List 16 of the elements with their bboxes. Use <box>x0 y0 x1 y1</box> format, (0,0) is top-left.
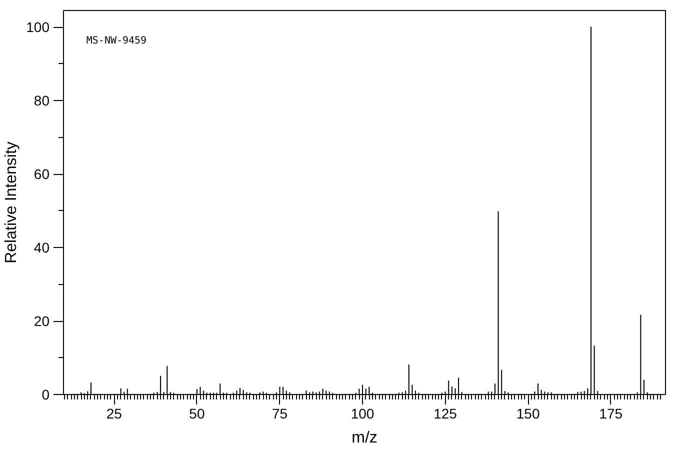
y-tick-label: 0 <box>42 386 50 402</box>
y-tick-label: 80 <box>34 92 50 109</box>
x-tick-label: 150 <box>516 406 540 422</box>
annotation: MS-NW-9459 <box>86 36 147 47</box>
y-tick-label: 100 <box>26 19 50 36</box>
x-tick-label: 125 <box>434 406 458 422</box>
y-axis-title: Relative Intensity <box>3 142 20 264</box>
y-tick-label: 60 <box>34 166 50 182</box>
x-tick-label: 50 <box>189 406 205 422</box>
x-tick-label: 75 <box>272 406 288 422</box>
y-tick-label: 40 <box>34 240 50 256</box>
x-tick-label: 100 <box>350 406 374 422</box>
x-tick-label: 25 <box>106 406 122 422</box>
x-tick-label: 175 <box>599 406 623 422</box>
x-axis-title: m/z <box>352 430 378 446</box>
y-tick-label: 20 <box>34 313 50 330</box>
